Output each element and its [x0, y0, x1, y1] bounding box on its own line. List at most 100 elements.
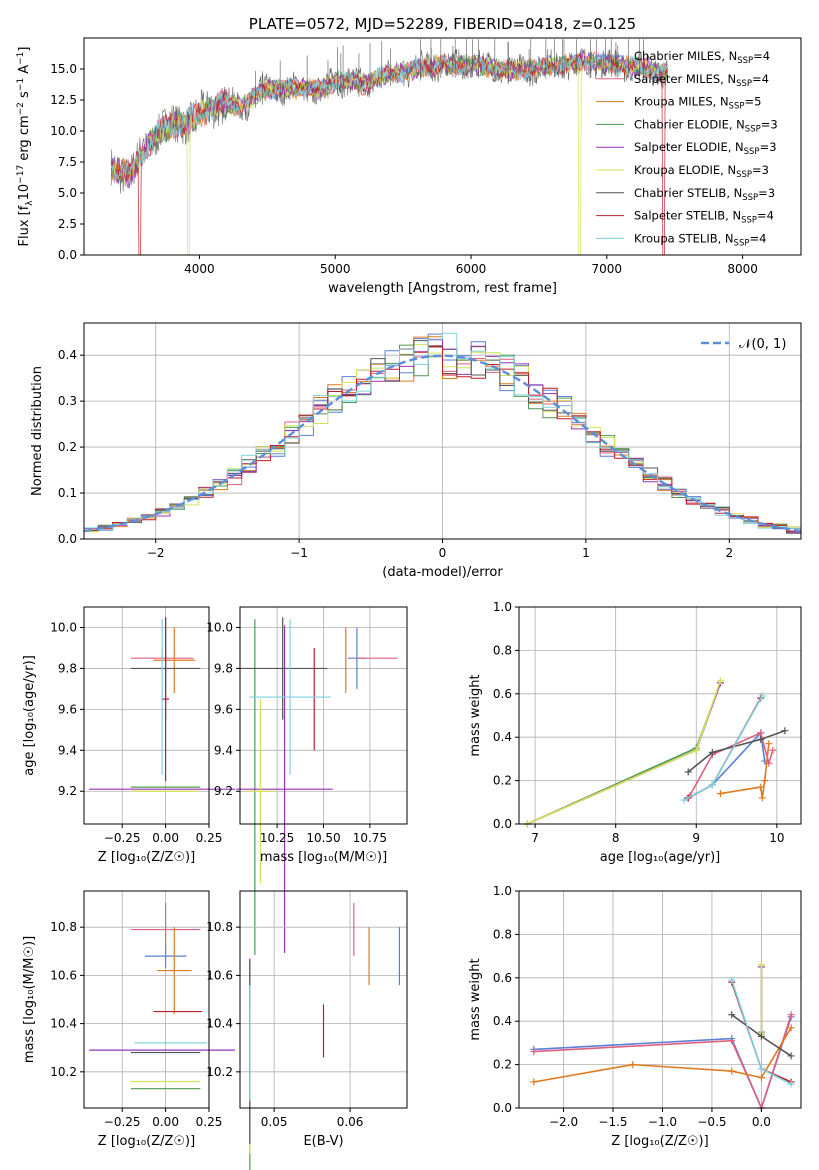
legend-entry: Chabrier ELODIE, NSSP=3	[634, 117, 778, 134]
plot-area	[530, 961, 795, 1112]
x-tick-label: 0.00	[152, 1115, 179, 1129]
y-tick-label: 10.4	[50, 1017, 77, 1031]
legend-entry-name: Salpeter MILES, N	[634, 72, 736, 86]
plot-area	[83, 332, 802, 534]
series-marker-chabrier_stelib	[757, 1032, 765, 1040]
plot-area	[236, 617, 398, 956]
y-tick-label: 9.2	[58, 784, 77, 798]
legend-entry-count: =4	[749, 231, 766, 245]
x-tick-label: −1.0	[648, 1115, 677, 1129]
legend-entry-subscript: SSP	[736, 170, 752, 180]
y-tick-label: 0.1	[58, 486, 77, 500]
legend-entry-name: Kroupa ELODIE, N	[634, 163, 736, 177]
histogram-salpeter_elodie	[84, 339, 801, 533]
spectrum-line-kroupa_stelib	[111, 52, 668, 183]
series-marker-chabrier_stelib	[728, 1011, 736, 1019]
series-marker-kroupa_miles	[787, 1024, 795, 1032]
series-line-chabrier_stelib	[687, 729, 786, 773]
legend-entry-subscript: SSP	[734, 238, 750, 248]
y-tick-label: 10.8	[50, 920, 77, 934]
residuals-panel: −2 −1 0 1 2 0.0 0.1 0.2 0.3 0.4 (data-model)/error…	[30, 322, 802, 580]
plot-area	[110, 39, 669, 256]
legend-entry-name: Kroupa MILES, N	[634, 95, 729, 109]
series-marker-kroupa_miles	[761, 777, 769, 785]
x-tick-label: 10.50	[306, 831, 340, 845]
x-tick-label: 0.25	[196, 831, 223, 845]
plot-area	[249, 903, 401, 1170]
y-tick-label: 0.4	[58, 348, 77, 362]
plot-area	[523, 677, 789, 828]
legend-entry: Salpeter MILES, NSSP=4	[634, 72, 769, 89]
series-marker-kroupa_stelib	[708, 781, 716, 789]
y-axis-label: mass weight	[468, 958, 483, 1040]
y-tick-label: 0.3	[58, 394, 77, 408]
y-axis-label: Normed distribution	[30, 366, 45, 496]
weight-vs-age-panel: 7 8 9 10 0.0 0.2 0.4 0.6 0.8 1.0 age [log₁₀(age/yr…	[468, 600, 802, 865]
y-tick-label: 0.8	[493, 643, 512, 657]
axes-frame	[83, 606, 210, 825]
y-tick-label: 0.8	[493, 927, 512, 941]
y-axis-label-part: −17	[16, 165, 26, 184]
legend-entry: Kroupa STELIB, NSSP=4	[634, 231, 766, 248]
series-marker-kroupa_stelib	[757, 1065, 765, 1073]
spectrum-line-salpeter_stelib	[110, 53, 668, 256]
x-tick-label: 0.00	[152, 831, 179, 845]
y-tick-label: 1.0	[493, 600, 512, 614]
series-marker-kroupa_miles	[530, 1078, 538, 1086]
series-marker-kroupa_miles	[765, 740, 773, 748]
series-line-chabrier_elodie	[526, 682, 722, 825]
x-axis-label: Z [log₁₀(Z/Z☉)]	[611, 1134, 708, 1149]
y-tick-label: 2.5	[58, 217, 77, 231]
legend-entry-count: =4	[752, 72, 769, 86]
age-vs-metallicity-panel: −0.25 0.00 0.25 9.2 9.4 9.6 9.8 10.0 Z [log₁₀(Z/…	[22, 606, 236, 865]
series-marker-kroupa_stelib	[787, 1080, 795, 1088]
series-marker-kroupa_stelib	[758, 692, 766, 700]
y-tick-label: 0.0	[493, 1101, 512, 1115]
mass-vs-metallicity-panel: −0.25 0.00 0.25 10.2 10.4 10.6 10.8 Z [log₁₀(Z/…	[22, 890, 236, 1149]
x-tick-label: −2.0	[549, 1115, 578, 1129]
y-tick-label: 0.6	[493, 687, 512, 701]
axes-frame	[239, 890, 408, 1109]
x-tick-label: 5000	[320, 262, 351, 276]
series-marker-kroupa_miles	[716, 790, 724, 798]
chart-title: PLATE=0572, MJD=52289, FIBERID=0418, z=0…	[249, 15, 636, 33]
x-tick-label: −0.5	[697, 1115, 726, 1129]
y-axis-label-part: −2	[16, 102, 26, 115]
series-marker-kroupa_elodie	[757, 961, 765, 969]
x-tick-label: 7	[531, 831, 539, 845]
x-tick-label: 7000	[592, 262, 623, 276]
axes-frame	[518, 606, 802, 825]
legend-entry-count: =4	[753, 49, 770, 63]
legend-entry-subscript: SSP	[742, 193, 758, 203]
legend-entry-subscript: SSP	[741, 216, 757, 226]
legend-entry: Kroupa ELODIE, NSSP=3	[634, 163, 769, 180]
x-tick-label: 10.75	[353, 831, 387, 845]
y-tick-label: 10.0	[50, 124, 77, 138]
y-tick-label: 10.8	[206, 920, 233, 934]
legend-entry-count: =3	[752, 163, 769, 177]
histogram-salpeter_stelib	[84, 346, 801, 532]
series-marker-kroupa_elodie	[716, 677, 724, 685]
y-tick-label: 10.2	[50, 1065, 77, 1079]
x-tick-label: 1	[582, 546, 590, 560]
spectrum-panel: 4000 5000 6000 7000 8000 0.0 2.5 5.0 7.5 10.0 12.5…	[16, 15, 802, 296]
y-tick-label: 9.4	[58, 743, 77, 757]
y-tick-label: 0.0	[58, 248, 77, 262]
legend-entry-name: Salpeter STELIB, N	[634, 209, 741, 223]
axes-frame	[83, 890, 210, 1109]
series-marker-chabrier_stelib	[684, 768, 692, 776]
series-marker-kroupa_stelib	[680, 796, 688, 804]
y-axis-label-part: λ	[25, 200, 35, 206]
y-axis-label-part: −1	[16, 52, 26, 65]
series-marker-kroupa_miles	[757, 1074, 765, 1082]
y-axis-label: Flux [fλ10−17 erg cm−2 s−1 A−1]	[16, 47, 35, 247]
x-tick-label: −0.25	[104, 1115, 141, 1129]
plot-area	[89, 903, 236, 1090]
x-tick-label: −1.5	[598, 1115, 627, 1129]
x-tick-label: 0.25	[196, 1115, 223, 1129]
series-line-salpeter_elodie	[526, 682, 722, 825]
y-tick-label: 1.0	[493, 884, 512, 898]
plot-area	[89, 617, 236, 792]
y-tick-label: 0.6	[493, 971, 512, 985]
